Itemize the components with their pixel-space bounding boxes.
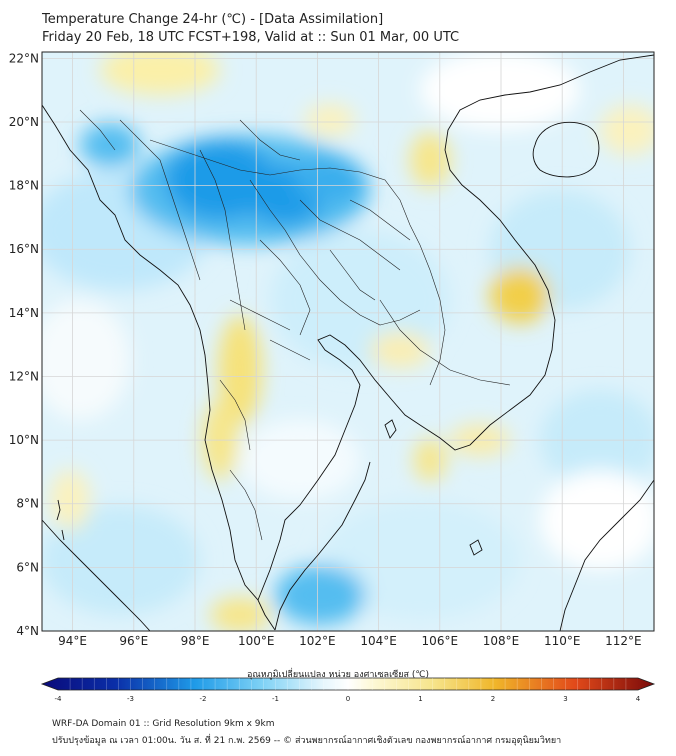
longitude-tick-label: 106°E [422,634,459,648]
longitude-tick-label: 96°E [119,634,148,648]
latitude-tick-label: 16°N [9,242,39,256]
latitude-tick-label: 22°N [9,51,39,65]
colorbar-tick-label: -1 [272,695,279,703]
temperature-field [42,52,654,631]
map-title: Temperature Change 24-hr (℃) - [Data Ass… [42,12,384,27]
latitude-tick-label: 18°N [9,179,39,193]
footer-line-2: ปรับปรุงข้อมูล ณ เวลา 01:00น. วัน ส. ที่… [52,736,562,746]
latitude-tick-label: 12°N [9,369,39,383]
longitude-tick-label: 112°E [605,634,642,648]
colorbar-label: อุณหภูมิเปลี่ยนแปลง หน่วย องศาเซลเซียส (… [246,670,430,680]
province-borders [79,109,511,541]
latitude-tick-label: 10°N [9,433,39,447]
latitude-tick-label: 8°N [16,497,39,511]
colorbar-tick-label: 0 [346,695,350,703]
colorbar: -4 -3 -2 -1 0 1 2 3 4 [40,677,656,703]
longitude-tick-label: 102°E [299,634,336,648]
longitude-tick-label: 104°E [360,634,397,648]
latitude-tick-label: 14°N [9,306,39,320]
colorbar-tick-label: -2 [200,695,207,703]
colorbar-tick-label: 2 [491,695,495,703]
latitude-tick-label: 4°N [16,624,39,638]
footer-line-1: WRF-DA Domain 01 :: Grid Resolution 9km … [52,719,275,729]
longitude-tick-label: 94°E [58,634,87,648]
colorbar-tick-label: 3 [563,695,567,703]
longitude-tick-label: 108°E [483,634,520,648]
colorbar-tick-label: -4 [55,695,63,703]
colorbar-tick-label: 4 [636,695,641,703]
longitude-tick-label: 98°E [181,634,210,648]
colorbar-tick-label: -3 [127,695,134,703]
longitude-tick-label: 110°E [544,634,581,648]
map-subtitle: Friday 20 Feb, 18 UTC FCST+198, Valid at… [42,30,460,45]
colorbar-tick-label: 1 [418,695,422,703]
latitude-tick-label: 6°N [16,560,39,574]
coastlines [42,54,654,631]
longitude-tick-label: 100°E [238,634,275,648]
map-frame [41,51,655,632]
latitude-tick-label: 20°N [9,115,39,129]
